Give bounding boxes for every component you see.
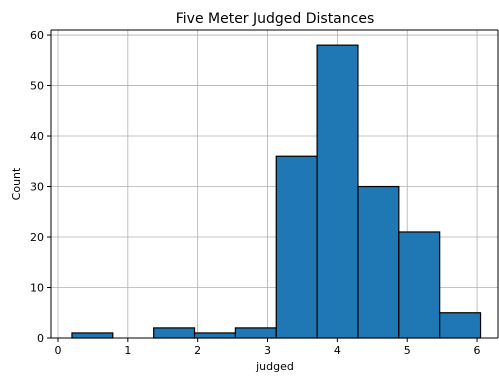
axes [47,29,499,342]
histogram-bar [275,155,318,339]
x-tick-label: 1 [124,344,131,357]
y-tick-label: 0 [37,332,44,345]
y-axis-label: Count [10,167,23,200]
histogram-bar [398,231,441,339]
histogram-bars [71,44,482,339]
x-axis-label: judged [255,360,294,373]
x-tick-label: 2 [194,344,201,357]
chart-title: Five Meter Judged Distances [176,11,375,27]
histogram-bar [357,185,400,339]
histogram-bar [71,332,114,339]
x-tick-label: 3 [264,344,271,357]
y-tick-label: 60 [30,29,44,42]
y-tick-label: 30 [30,181,44,194]
y-tick-label: 10 [30,282,44,295]
y-tick-label: 20 [30,231,44,244]
y-tick-label: 40 [30,130,44,143]
x-tick-label: 5 [404,344,411,357]
x-tick-label: 6 [474,344,481,357]
histogram-bar [193,332,236,339]
histogram-bar [234,327,277,339]
x-tick-label: 0 [54,344,61,357]
histogram-bar [439,312,482,339]
x-tick-label: 4 [334,344,341,357]
histogram-bar [153,327,196,339]
histogram-bar [316,44,359,339]
y-tick-label: 50 [30,80,44,93]
